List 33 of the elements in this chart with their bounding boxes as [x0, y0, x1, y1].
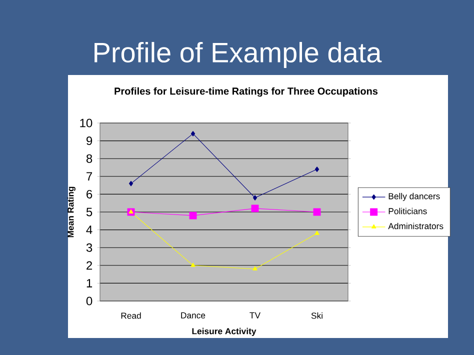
point	[190, 262, 196, 267]
point	[128, 209, 134, 214]
x-tick-label: Dance	[181, 312, 206, 318]
x-tick-label: Ski	[311, 312, 322, 319]
y-tick-label: 0	[86, 296, 92, 306]
legend-label: Politicians	[388, 208, 427, 214]
y-tick-label: 1	[86, 279, 92, 288]
y-tick-label: 4	[86, 226, 92, 234]
chart-subtitle: Profiles for Leisure-time Ratings for Three Occupations	[114, 87, 378, 97]
x-tick-label: TV	[250, 312, 260, 318]
legend-label: Belly dancers	[388, 192, 440, 201]
point	[313, 208, 321, 216]
point	[189, 212, 197, 220]
x-tick-label: Read	[121, 312, 141, 319]
y-tick-label: 2	[86, 261, 92, 270]
y-tick-label: 3	[86, 243, 92, 252]
chart-title: Profile of Example data	[94, 42, 382, 68]
point	[252, 195, 258, 200]
point	[251, 204, 259, 212]
y-tick-label: 6	[86, 190, 92, 198]
y-tick-label: 7	[86, 172, 92, 181]
point	[190, 131, 196, 136]
y-tick-label: 9	[86, 136, 92, 146]
legend-label: Administrators	[388, 222, 444, 230]
point	[314, 230, 320, 235]
point	[314, 166, 320, 172]
y-tick-label: 5	[86, 208, 92, 216]
y-axis-title: Mean Rating	[67, 186, 76, 238]
y-tick-label: 8	[86, 154, 92, 163]
y-tick-label: 10	[80, 118, 92, 128]
point	[252, 266, 258, 270]
x-axis-title: Leisure Activity	[192, 328, 256, 336]
point	[128, 180, 134, 186]
